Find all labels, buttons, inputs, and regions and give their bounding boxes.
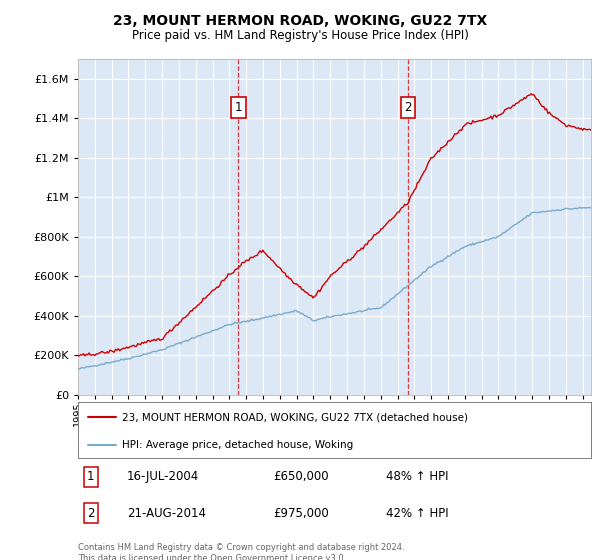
Text: 42% ↑ HPI: 42% ↑ HPI — [386, 507, 448, 520]
Text: 23, MOUNT HERMON ROAD, WOKING, GU22 7TX (detached house): 23, MOUNT HERMON ROAD, WOKING, GU22 7TX … — [122, 412, 467, 422]
Text: 2: 2 — [404, 101, 412, 114]
Text: 21-AUG-2014: 21-AUG-2014 — [127, 507, 206, 520]
Text: 2: 2 — [87, 507, 95, 520]
Text: 1: 1 — [87, 470, 95, 483]
Text: £975,000: £975,000 — [273, 507, 329, 520]
Text: Price paid vs. HM Land Registry's House Price Index (HPI): Price paid vs. HM Land Registry's House … — [131, 29, 469, 43]
Text: 1: 1 — [235, 101, 242, 114]
Text: 48% ↑ HPI: 48% ↑ HPI — [386, 470, 448, 483]
Text: Contains HM Land Registry data © Crown copyright and database right 2024.
This d: Contains HM Land Registry data © Crown c… — [78, 543, 404, 560]
Text: £650,000: £650,000 — [273, 470, 329, 483]
Text: HPI: Average price, detached house, Woking: HPI: Average price, detached house, Woki… — [122, 440, 353, 450]
Text: 23, MOUNT HERMON ROAD, WOKING, GU22 7TX: 23, MOUNT HERMON ROAD, WOKING, GU22 7TX — [113, 14, 487, 28]
Text: 16-JUL-2004: 16-JUL-2004 — [127, 470, 199, 483]
